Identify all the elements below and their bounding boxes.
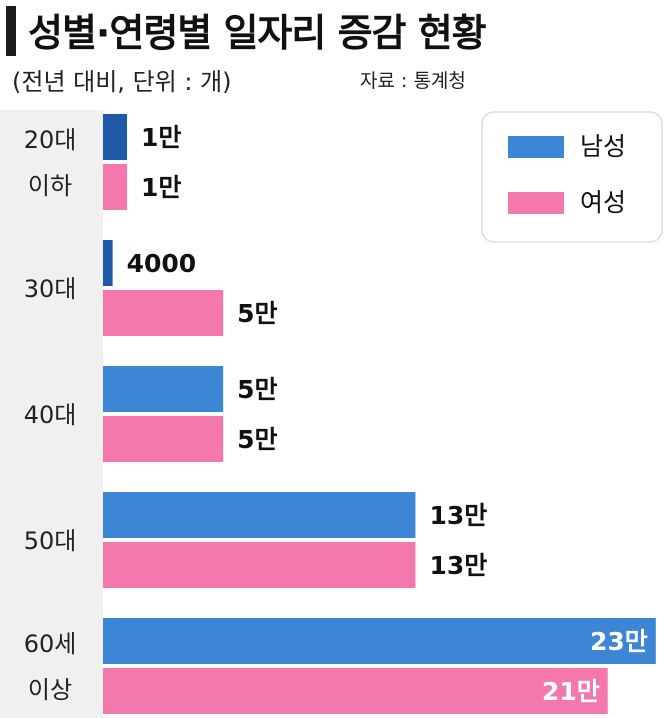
category-label-line: 이하 [28,172,72,200]
value-label-male: 13만 [429,501,487,530]
category-label: 30대 [24,275,77,303]
value-label-male: 1만 [141,123,181,152]
legend-label-female: 여성 [580,188,626,217]
value-label-female: 21만 [542,677,600,706]
bar-male [103,492,416,538]
legend-box [481,111,663,243]
category-label: 50대 [24,527,77,555]
value-label-female: 5만 [237,299,277,328]
chart-subtitle: (전년 대비, 단위 : 개) [12,68,232,96]
category-label-line: 이상 [28,676,72,704]
value-label-male: 23만 [590,627,648,656]
legend-label-male: 남성 [580,132,626,161]
bar-female [103,668,608,714]
title-accent-bar [6,6,16,56]
value-label-female: 13만 [429,551,487,580]
category-label-line: 60세 [24,630,77,658]
value-label-male: 5만 [237,375,277,404]
legend-swatch-female [508,192,564,214]
bar-male [103,366,224,412]
legend-swatch-male [508,136,564,158]
category-panel [0,110,103,718]
bar-female [103,290,224,336]
source-note: 자료 : 통계청 [360,70,466,92]
chart-header: 성별·연령별 일자리 증감 현황 (전년 대비, 단위 : 개) 자료 : 통계… [0,0,666,110]
category-label: 40대 [24,401,77,429]
bar-male [103,114,128,160]
category-label-line: 20대 [24,126,77,154]
value-label-female: 5만 [237,425,277,454]
value-label-female: 1만 [141,173,181,202]
bar-male [103,240,113,286]
chart-title: 성별·연령별 일자리 증감 현황 [28,11,487,55]
bar-female [103,416,224,462]
bar-female [103,542,416,588]
bar-female [103,164,128,210]
value-label-male: 4000 [127,249,197,278]
bar-male [103,618,656,664]
